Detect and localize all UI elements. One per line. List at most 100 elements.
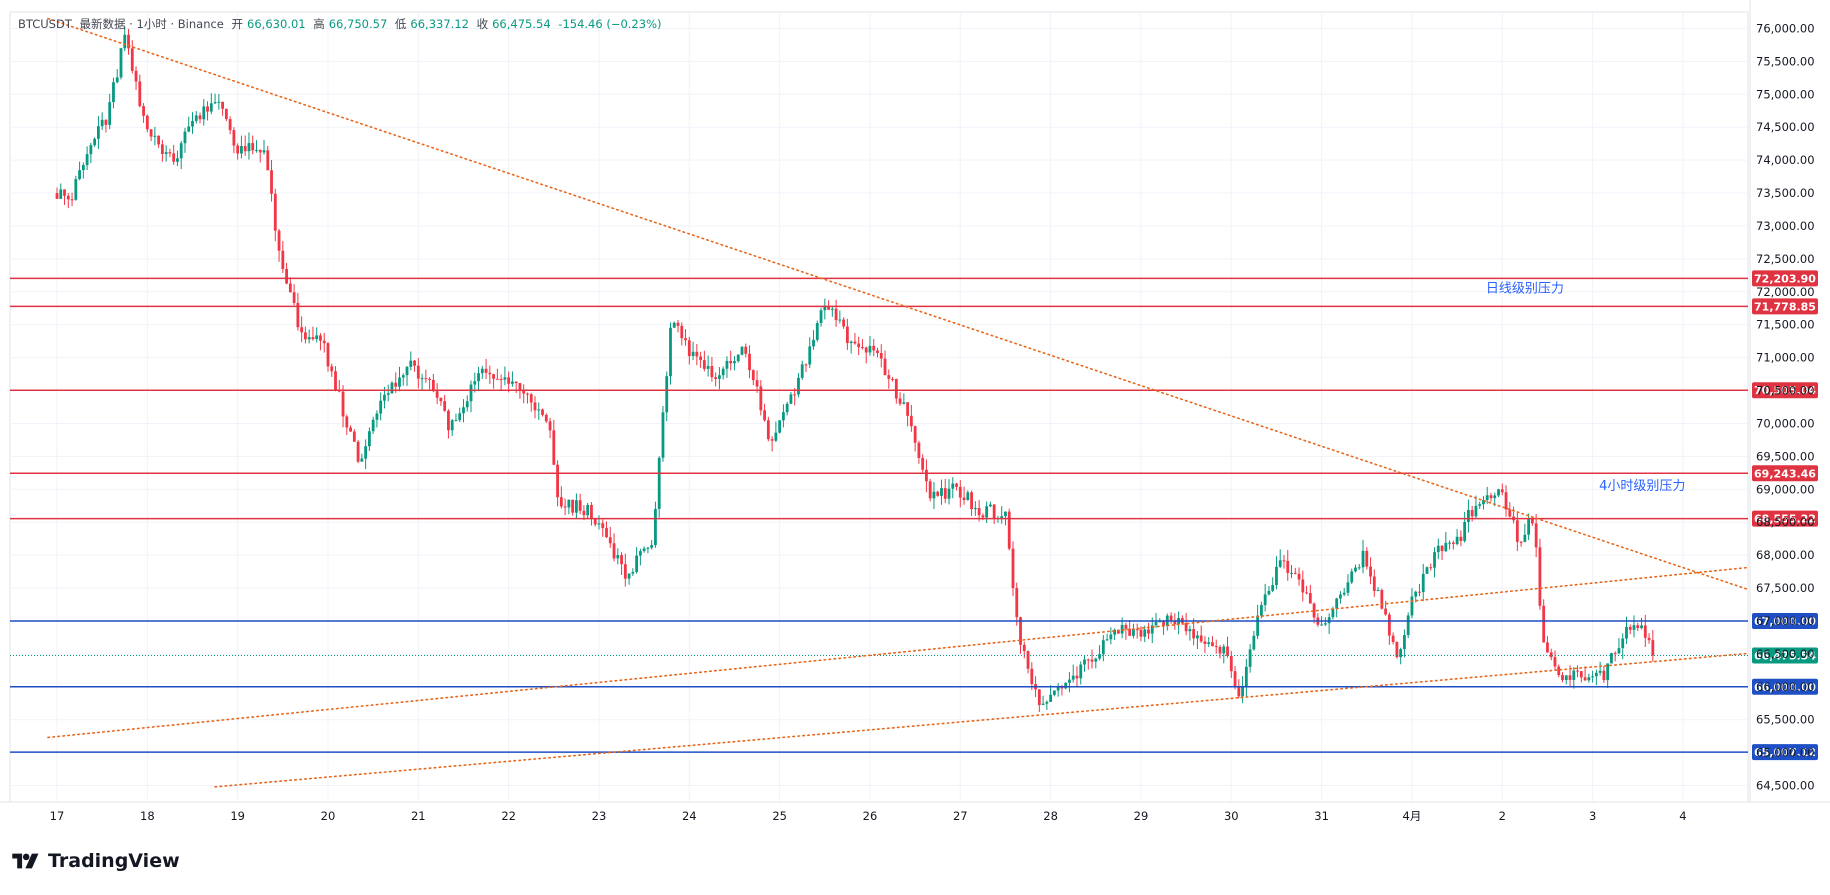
candle-body: [989, 504, 992, 507]
candle-body: [145, 115, 149, 130]
candle-body: [59, 189, 63, 199]
candle-body: [1444, 542, 1448, 552]
candle-body: [1433, 552, 1436, 568]
candle-body: [240, 145, 243, 154]
candle-body: [1147, 629, 1150, 634]
candle-body: [1090, 659, 1094, 662]
candle-body: [1474, 505, 1478, 517]
candle-body: [1553, 657, 1557, 667]
candle-body: [544, 414, 548, 422]
candle-body: [1579, 671, 1583, 678]
tradingview-logo[interactable]: TradingView: [12, 850, 180, 872]
candle-body: [285, 268, 288, 284]
candle-body: [462, 407, 465, 414]
candle-body: [943, 488, 947, 499]
y-tick-label: 66,500.00: [1756, 647, 1815, 661]
candle-body: [1632, 625, 1636, 630]
candle-body: [1184, 623, 1188, 632]
candle-body: [1361, 550, 1365, 568]
candle-body: [1508, 509, 1512, 517]
candle-body: [367, 431, 371, 447]
candle-body: [1120, 624, 1124, 634]
candle-body: [718, 375, 721, 379]
candle-body: [1346, 582, 1350, 593]
candle-body: [909, 415, 913, 427]
candle-body: [221, 101, 225, 109]
candle-body: [477, 373, 480, 382]
candle-body: [605, 528, 608, 538]
trendlines: [47, 17, 1748, 788]
candle-body: [1485, 495, 1489, 501]
candle-body: [1530, 518, 1534, 524]
y-tick-label: 74,500.00: [1756, 120, 1815, 134]
header-close-label: 收: [476, 17, 489, 31]
candle-body: [612, 543, 616, 559]
candle-body: [1203, 641, 1207, 644]
candle-body: [766, 420, 770, 440]
y-tick-label: 71,000.00: [1756, 351, 1815, 365]
candle-body: [699, 356, 703, 361]
candle-body: [484, 368, 488, 373]
candle-body: [1214, 646, 1218, 648]
candle-body: [1037, 689, 1041, 705]
candle-body: [480, 368, 484, 374]
candle-body: [1263, 594, 1267, 606]
candle-body: [176, 158, 179, 162]
candle-body: [1602, 670, 1606, 681]
candle-body: [819, 310, 823, 324]
candle-body: [849, 341, 853, 344]
candle-body: [574, 500, 578, 513]
y-tick-label: 75,000.00: [1756, 87, 1815, 101]
candle-body: [499, 378, 503, 380]
candle-body: [898, 398, 902, 404]
support-level-label: 66,000.00: [1754, 681, 1816, 694]
candle-body: [232, 130, 236, 146]
candle-body: [93, 138, 97, 146]
support-level-tag: [1752, 744, 1818, 761]
candle-body: [1613, 653, 1617, 655]
x-tick-label: 27: [953, 809, 968, 823]
candle-body: [1421, 573, 1425, 593]
candle-body: [1564, 675, 1568, 680]
resistance-level-label: 71,778.85: [1754, 300, 1816, 313]
candle-body: [428, 378, 432, 380]
candle-body: [409, 360, 413, 367]
candle-body: [1196, 635, 1199, 639]
x-tick-label: 31: [1314, 809, 1329, 823]
candle-body: [1617, 648, 1621, 654]
candle-body: [1248, 649, 1252, 667]
candle-body: [465, 401, 469, 408]
candle-body: [1282, 560, 1286, 562]
y-tick-label: 68,500.00: [1756, 515, 1815, 529]
tradingview-logo-icon: [12, 853, 39, 869]
candle-body: [1459, 536, 1463, 541]
candle-body: [439, 397, 443, 402]
candle-body: [804, 364, 808, 366]
candle-body: [815, 323, 819, 340]
candle-body: [281, 250, 285, 269]
candle-body: [307, 337, 311, 340]
candle-body: [526, 393, 529, 395]
candle-body: [405, 366, 409, 376]
candle-body: [1308, 593, 1312, 604]
candle-body: [913, 426, 917, 443]
candle-body: [255, 149, 258, 151]
candle-body: [654, 508, 657, 546]
candle-body: [1045, 701, 1049, 704]
candle-body: [431, 379, 435, 392]
candle-body: [187, 126, 191, 132]
brand-name: TradingView: [48, 850, 180, 872]
candle-body: [319, 335, 322, 341]
y-tick-label: 68,000.00: [1756, 548, 1815, 562]
candle-body: [936, 491, 940, 496]
candle-body: [390, 382, 394, 394]
candle-body: [1150, 625, 1154, 634]
candle-body: [661, 412, 665, 458]
candle-body: [356, 441, 360, 462]
candle-body: [424, 378, 428, 380]
candle-body: [861, 347, 864, 349]
x-tick-label: 4: [1679, 809, 1686, 823]
candle-body: [364, 446, 368, 459]
